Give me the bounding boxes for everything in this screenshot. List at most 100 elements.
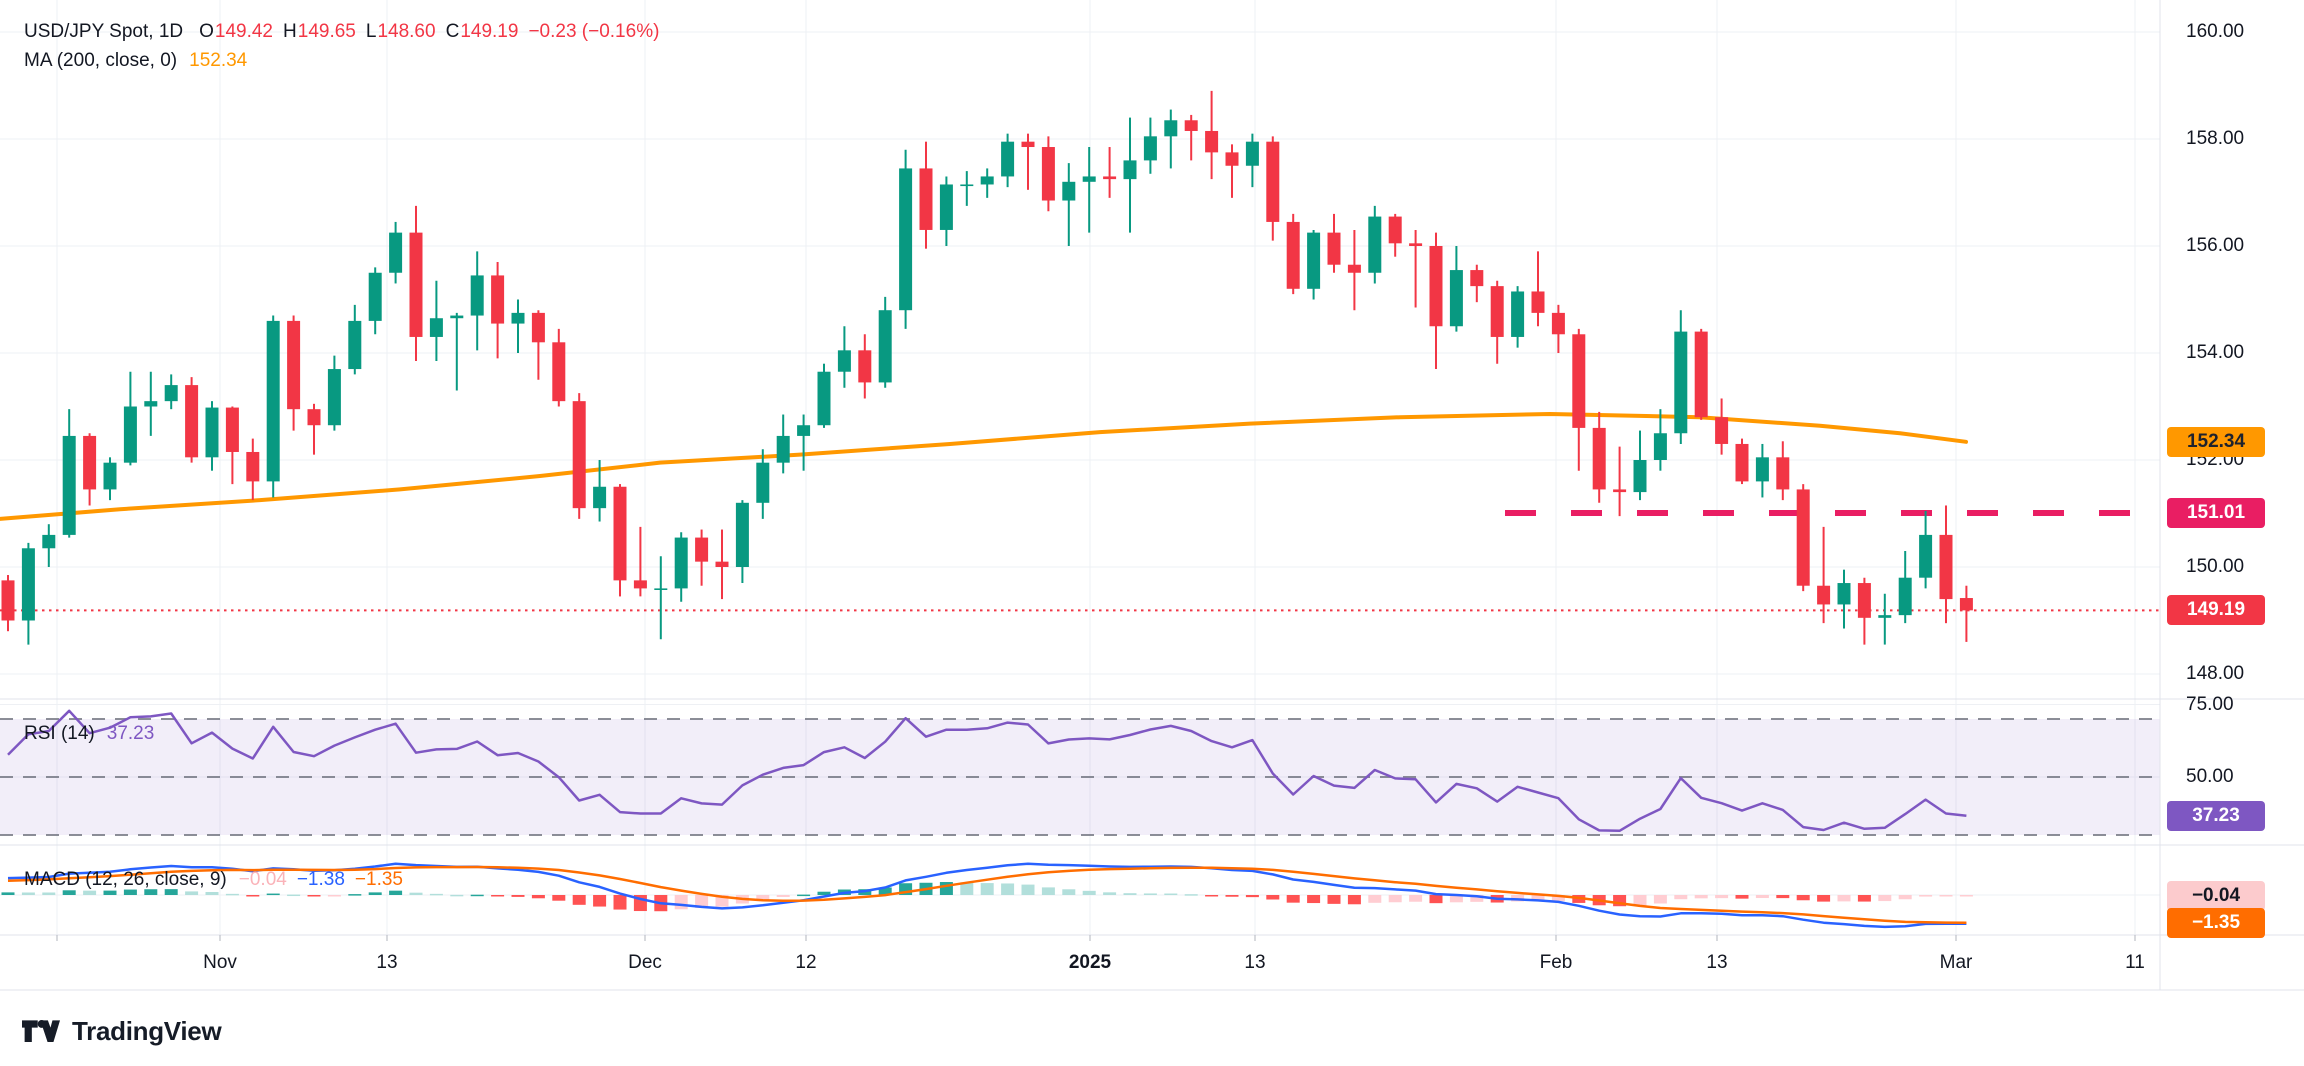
macd-hist-bar	[1837, 895, 1851, 902]
candle-body	[1001, 141, 1015, 177]
macd-histogram	[1, 882, 1973, 912]
low-value: 148.60	[377, 21, 436, 42]
macd-hist-bar	[1368, 895, 1382, 903]
macd-label: MACD (12, 26, close, 9)	[24, 869, 227, 890]
macd-hist-bar	[1633, 895, 1647, 906]
macd-hist-bar	[1103, 892, 1117, 895]
candle-body	[1878, 615, 1892, 618]
candle-body	[1796, 489, 1810, 586]
macd-hist-bar	[1082, 890, 1096, 895]
candle-body	[531, 312, 545, 343]
macd-hist-bar	[1755, 895, 1769, 899]
candle-body	[103, 462, 117, 490]
candle-body	[613, 486, 627, 581]
macd-hist-bar	[1653, 895, 1667, 904]
macd-hist-bar	[246, 895, 260, 897]
macd-hist-bar	[1, 892, 15, 895]
time-axis-label: 13	[1706, 952, 1728, 973]
candle-body	[1735, 443, 1749, 482]
candle-body	[1939, 534, 1953, 600]
ma-value: 152.34	[189, 50, 248, 71]
candle-body	[1307, 232, 1321, 289]
macd-hist-bar	[307, 895, 321, 897]
candle-body	[1225, 152, 1239, 166]
macd-hist-bar	[531, 895, 545, 899]
macd-hist-value: −0.04	[238, 869, 287, 890]
rsi-value: 37.23	[106, 723, 155, 744]
candle-body	[1898, 577, 1912, 616]
tradingview-icon	[22, 1020, 60, 1042]
close-value: 149.19	[460, 21, 519, 42]
candle-body	[837, 350, 851, 372]
open-value: 149.42	[214, 21, 274, 42]
ma-label: MA (200, close, 0)	[24, 50, 178, 71]
ma-price-badge: 152.34	[2167, 426, 2265, 457]
candle-body	[511, 312, 525, 324]
candle-body	[1388, 216, 1402, 244]
candle-body	[1123, 160, 1137, 180]
macd-hist-bar	[1123, 893, 1137, 895]
candle-body	[287, 320, 301, 410]
candle-body	[1184, 120, 1198, 131]
candle-body	[776, 435, 790, 463]
rsi-band	[0, 718, 2160, 836]
candle-body	[1490, 286, 1504, 337]
macd-hist-bar	[1531, 895, 1545, 902]
open-label: O	[199, 21, 214, 42]
candle-body	[21, 548, 35, 621]
rsi-line[interactable]	[7, 709, 1967, 833]
macd-hist-bar	[1449, 895, 1463, 903]
candle-body	[1103, 176, 1117, 180]
candle-body	[1021, 141, 1035, 148]
macd-hist-bar	[1776, 895, 1790, 899]
macd-hist-bar	[348, 894, 362, 896]
candle-body	[266, 320, 280, 482]
rsi-legend: RSI (14) 37.23	[24, 723, 154, 745]
macd-hist-bar	[1143, 893, 1157, 895]
candle-body	[1266, 141, 1280, 222]
macd-hist-bar	[409, 892, 423, 895]
macd-hist-bar	[960, 882, 974, 895]
macd-hist-bar	[185, 891, 199, 895]
candle-body	[62, 435, 76, 535]
macd-hist-bar	[1205, 895, 1219, 897]
candle-body	[1837, 583, 1851, 605]
candle-body	[1653, 433, 1667, 460]
macd-hist-bar	[327, 895, 341, 897]
macd-hist-bar	[878, 887, 892, 895]
candle-body	[1551, 312, 1565, 335]
macd-hist-bar	[817, 891, 831, 895]
candle-body	[1327, 232, 1341, 265]
macd-hist-bar	[1347, 895, 1361, 905]
ma200-line[interactable]	[0, 411, 1968, 521]
candle-body	[205, 407, 219, 458]
price-tick-label: 156.00	[2186, 235, 2245, 256]
tradingview-logo[interactable]: TradingView	[22, 1016, 222, 1047]
macd-hist-bar	[776, 895, 790, 897]
candle-body	[654, 588, 668, 590]
candle-body	[1776, 457, 1790, 490]
macd-signal-line[interactable]	[7, 865, 1967, 925]
macd-hist-bar	[552, 895, 566, 901]
rsi-label: RSI (14)	[24, 723, 95, 744]
candles	[1, 90, 1973, 645]
candle-body	[1429, 246, 1443, 327]
candle-body	[1959, 598, 1973, 611]
candle-body	[1164, 120, 1178, 137]
candle-body	[327, 369, 341, 426]
candle-body	[123, 406, 137, 463]
candle-body	[593, 486, 607, 509]
candle-body	[470, 275, 484, 316]
macd-legend: MACD (12, 26, close, 9) −0.04 −1.38 −1.3…	[24, 869, 413, 891]
macd-hist-bar	[1409, 895, 1423, 902]
macd-hist-bar	[1021, 884, 1035, 895]
candle-body	[185, 385, 199, 458]
macd-hist-bar	[1919, 895, 1933, 897]
candle-body	[980, 176, 994, 185]
macd-hist-badge: −0.04	[2167, 880, 2265, 911]
rsi-value-badge: 37.23	[2167, 800, 2265, 831]
candle-body	[919, 168, 933, 230]
macd-hist-bar	[1429, 895, 1443, 904]
price-tick-label: 158.00	[2186, 128, 2245, 149]
